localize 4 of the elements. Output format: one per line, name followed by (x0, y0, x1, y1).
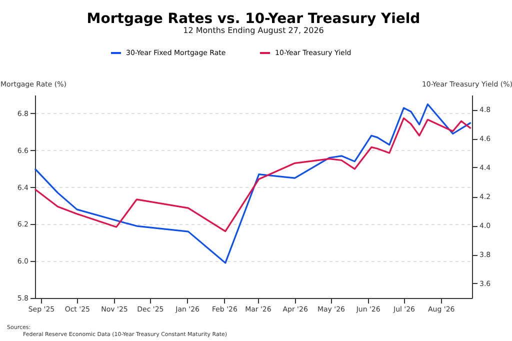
chart-title: Mortgage Rates vs. 10-Year Treasury Yield (86, 11, 420, 27)
line-series (34, 117, 472, 232)
line-series (34, 103, 472, 264)
chart-subtitle: 12 Months Ending August 27, 2026 (183, 26, 324, 35)
